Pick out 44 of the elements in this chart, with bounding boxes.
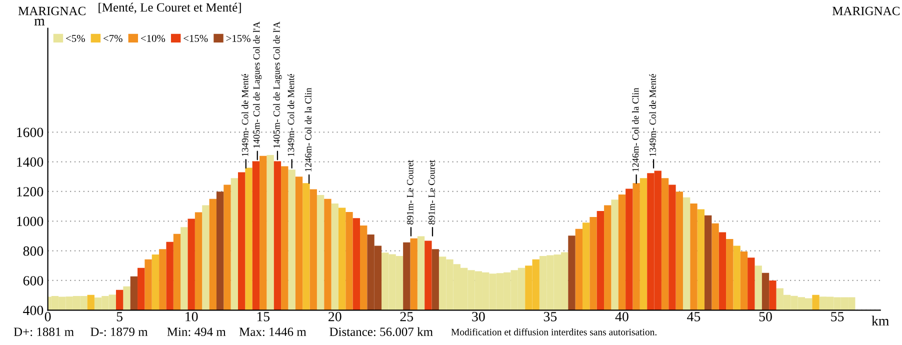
x-tick-label: 45: [687, 312, 700, 322]
annotation: 1405m- Col de Lagues Col de l'A: [253, 22, 262, 148]
chart-title: [Menté, Le Couret et Menté]: [98, 2, 241, 14]
legend-label: <10%: [140, 34, 166, 42]
text: Distance: 56.007 km: [330, 327, 433, 336]
x-axis-title: km: [872, 316, 890, 326]
x-tick-label: 40: [615, 312, 628, 322]
x-tick-label: 25: [400, 312, 414, 322]
text: MARIGNAC: [18, 6, 86, 16]
x-tick-label: 35: [544, 312, 557, 322]
y-tick-label: 800: [23, 246, 44, 256]
legend-label: >15%: [226, 34, 250, 42]
y-tick-label: 400: [23, 306, 44, 316]
y-tick-label: 1400: [17, 157, 44, 167]
text: Max: 1446 m: [239, 328, 306, 336]
text: D-: 1879 m: [90, 328, 148, 336]
annotation: 891m- Le Couret: [406, 160, 414, 224]
annotation: 1349m- Col de Menté: [242, 74, 248, 156]
x-tick-label: 20: [328, 312, 342, 322]
x-tick-label: 30: [472, 312, 485, 322]
legend-label: <5%: [66, 34, 85, 42]
text: Min: 494 m: [167, 328, 226, 336]
text: Modification et diffusion interdites sans autorisation.: [451, 328, 656, 336]
legend-label: <15%: [184, 34, 208, 42]
annotation: 1246m- Col de la Clin: [632, 88, 639, 172]
text: MARIGNAC: [832, 6, 900, 16]
annotation: 1349m- Col de Menté: [288, 74, 294, 156]
annotation: 891m- Le Couret: [428, 160, 435, 224]
legend-label: <7%: [104, 34, 122, 42]
x-tick-label: 5: [116, 312, 123, 322]
y-tick-label: 1200: [17, 187, 44, 196]
y-tick-label: 1000: [17, 216, 44, 226]
annotation: 1349m- Col de Menté: [649, 74, 656, 156]
x-tick-label: 55: [831, 312, 844, 322]
text: D+: 1881 m: [14, 328, 74, 336]
x-tick-label: 10: [186, 312, 198, 322]
x-tick-label: 15: [257, 312, 270, 322]
y-axis-title: m: [34, 18, 45, 26]
annotation: 1405m- Col de Lagues Col de l'A: [273, 22, 282, 148]
x-tick-label: 50: [759, 312, 772, 322]
annotation: 1246m- Col de la Clin: [304, 88, 312, 172]
x-tick-label: 0: [44, 312, 51, 322]
y-tick-label: 600: [23, 276, 44, 286]
y-tick-label: 1600: [17, 128, 44, 138]
